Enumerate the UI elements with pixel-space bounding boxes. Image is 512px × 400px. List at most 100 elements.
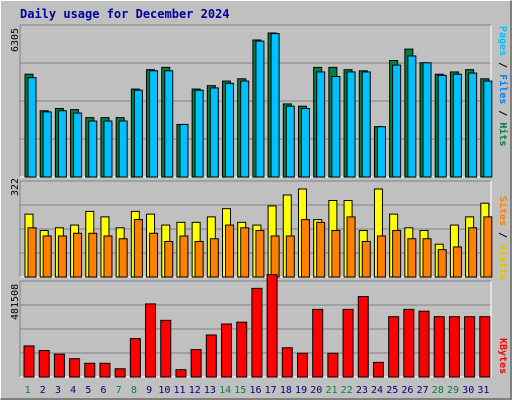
visits-sites-sites-bar	[88, 232, 98, 278]
kbytes-kbytes-bar	[296, 352, 308, 378]
x-tick-label: 11	[174, 385, 186, 396]
visits-sites-sites-bar	[149, 232, 159, 278]
kbytes-kbytes-bar	[114, 368, 126, 378]
x-tick-label: 15	[234, 385, 246, 396]
hits-files-pages-files-bar	[133, 89, 143, 178]
hits-files-pages-files-bar	[331, 76, 341, 178]
hits-files-pages-files-bar	[316, 71, 326, 178]
x-tick-label: 9	[146, 385, 152, 396]
visits-sites-sites-bar	[240, 227, 250, 278]
hits-files-pages-files-bar	[270, 33, 280, 178]
kbytes-legend: KBytes	[497, 338, 508, 375]
kbytes-kbytes-bar	[448, 316, 460, 378]
visits-sites-sites-bar	[73, 232, 83, 278]
visits-sites-sites-bar	[225, 224, 235, 278]
x-tick-label: 30	[462, 385, 474, 396]
hits-files-pages-files-bar	[194, 89, 204, 178]
kbytes-kbytes-bar	[84, 362, 96, 378]
kbytes-kbytes-bar	[357, 296, 369, 378]
hits-files-pages-files-bar	[225, 82, 235, 178]
visits-sites-sites-bar	[103, 235, 113, 278]
x-tick-label: 8	[131, 385, 137, 396]
hits-files-pages-files-bar	[422, 62, 432, 178]
visits-sites-sites-bar	[452, 246, 462, 278]
visits-sites-sites-bar	[346, 216, 356, 278]
kbytes-kbytes-bar	[38, 349, 50, 378]
x-tick-label: 4	[70, 385, 76, 396]
visits-sites-sites-bar	[194, 240, 204, 278]
x-tick-label: 28	[432, 385, 444, 396]
kbytes-kbytes-bar	[69, 358, 81, 378]
x-tick-label: 1	[25, 385, 31, 396]
kbytes-kbytes-bar	[327, 352, 339, 378]
x-tick-label: 25	[386, 385, 398, 396]
hits-files-pages-files-bar	[376, 126, 386, 178]
hits-files-pages-files-bar	[483, 80, 493, 178]
sites-legend: Sites	[497, 196, 508, 227]
kbytes-kbytes-bar	[53, 353, 65, 378]
hits-files-pages-files-bar	[240, 80, 250, 178]
visits-sites-sites-bar	[376, 235, 386, 278]
visits-sites-sites-bar	[316, 221, 326, 278]
kbytes-kbytes-bar	[312, 308, 324, 378]
x-tick-label: 29	[447, 385, 459, 396]
hits-files-pages-files-bar	[88, 120, 98, 178]
kbytes-kbytes-bar	[145, 303, 157, 378]
x-tick-label: 3	[55, 385, 61, 396]
hits-files-pages-files-bar	[437, 74, 447, 178]
x-tick-label: 19	[295, 385, 307, 396]
kbytes-kbytes-bar	[281, 347, 293, 378]
x-tick-label: 5	[85, 385, 91, 396]
hits-files-pages-files-bar	[361, 71, 371, 178]
kbytes-kbytes-bar	[464, 316, 476, 378]
sites-visits-legend: Sites / Visits	[497, 196, 508, 281]
x-tick-label: 22	[341, 385, 353, 396]
x-tick-label: 10	[158, 385, 170, 396]
kbytes-kbytes-bar	[266, 274, 278, 378]
visits-sites-sites-bar	[179, 235, 189, 278]
visits-sites-sites-bar	[164, 240, 174, 278]
visits-sites-sites-bar	[407, 238, 417, 278]
x-tick-label: 12	[189, 385, 201, 396]
visits-sites-sites-bar	[468, 227, 478, 278]
x-tick-label: 26	[401, 385, 413, 396]
kbytes-kbytes-bar	[236, 321, 248, 378]
hits-files-pages-files-bar	[255, 40, 265, 178]
hits-files-pages-files-bar	[452, 73, 462, 178]
kbytes-kbytes-bar	[160, 319, 172, 378]
visits-sites-sites-bar	[27, 227, 37, 278]
kbytes-kbytes-bar	[372, 361, 384, 378]
x-tick-label: 13	[204, 385, 216, 396]
visits-sites-sites-bar	[133, 219, 143, 278]
kbytes-kbytes-bar	[403, 308, 415, 378]
x-tick-label: 2	[40, 385, 46, 396]
x-tick-label: 6	[101, 385, 107, 396]
visits-sites-sites-bar	[255, 230, 265, 278]
hits-files-pages-files-bar	[209, 87, 219, 178]
x-tick-label: 23	[356, 385, 368, 396]
kbytes-kbytes-bar	[205, 334, 217, 378]
visits-sites-sites-bar	[392, 230, 402, 278]
visits-sites-sites-bar	[361, 240, 371, 278]
hits-files-pages-files-bar	[300, 107, 310, 178]
visits-sites-sites-bar	[437, 249, 447, 278]
x-tick-label: 21	[325, 385, 337, 396]
hits-files-pages-files-bar	[407, 55, 417, 178]
x-tick-label: 14	[219, 385, 231, 396]
kbytes-ymax-label: 481508	[10, 283, 21, 320]
x-tick-label: 17	[265, 385, 277, 396]
hits-files-pages-files-bar	[346, 71, 356, 178]
hits-files-pages-files-bar	[42, 111, 52, 178]
visits-sites-sites-bar	[483, 216, 493, 278]
hits-files-pages-files-bar	[468, 72, 478, 178]
kbytes-kbytes-bar	[99, 362, 111, 378]
kbytes-kbytes-bar	[23, 345, 35, 378]
visits-sites-sites-bar	[422, 238, 432, 278]
hits-files-pages-files-bar	[392, 64, 402, 178]
kbytes-kbytes-bar	[129, 338, 141, 378]
kbytes-kbytes-bar	[388, 316, 400, 378]
x-tick-label: 31	[477, 385, 489, 396]
kbytes-kbytes-bar	[433, 316, 445, 378]
kbytes-kbytes-bar	[175, 369, 187, 378]
